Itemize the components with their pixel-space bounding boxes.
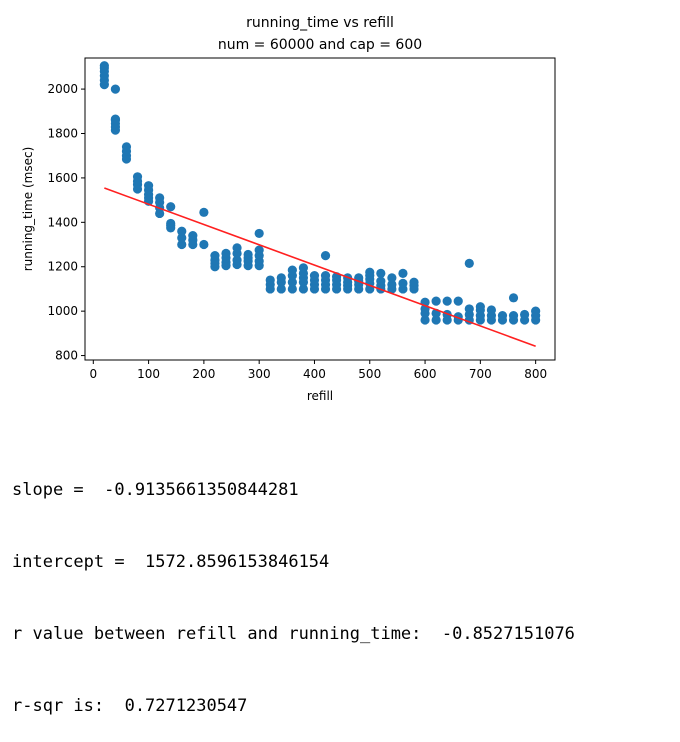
y-tick-label: 1200 bbox=[47, 260, 78, 274]
x-axis-label: refill bbox=[307, 389, 333, 403]
x-tick-label: 800 bbox=[524, 367, 547, 381]
data-point bbox=[376, 268, 386, 278]
data-point bbox=[276, 284, 286, 294]
x-tick-label: 700 bbox=[469, 367, 492, 381]
regression-line bbox=[104, 187, 536, 347]
data-point bbox=[442, 296, 452, 306]
data-point bbox=[320, 271, 331, 281]
data-point bbox=[497, 310, 508, 321]
data-point bbox=[287, 284, 297, 294]
x-tick-label: 200 bbox=[192, 367, 215, 381]
data-point bbox=[110, 114, 121, 124]
y-tick-label: 800 bbox=[55, 349, 78, 363]
data-point bbox=[398, 268, 408, 278]
y-tick-label: 1600 bbox=[47, 171, 78, 185]
data-point bbox=[320, 251, 331, 261]
y-tick-label: 1800 bbox=[47, 127, 78, 141]
data-point bbox=[475, 302, 485, 312]
data-point bbox=[121, 142, 132, 152]
data-point bbox=[155, 193, 165, 203]
data-point bbox=[420, 315, 430, 325]
scatter-chart: running_time vs refill num = 60000 and c… bbox=[21, 15, 556, 403]
data-point bbox=[110, 84, 121, 94]
data-point bbox=[287, 265, 297, 275]
data-point bbox=[398, 278, 408, 288]
data-point bbox=[177, 226, 187, 236]
data-point bbox=[486, 305, 497, 315]
data-point bbox=[177, 239, 187, 250]
data-point bbox=[199, 239, 209, 250]
data-point bbox=[431, 296, 441, 306]
x-tick-label: 400 bbox=[303, 367, 326, 381]
chart-subtitle: num = 60000 and cap = 600 bbox=[218, 37, 422, 53]
x-tick-label: 500 bbox=[358, 367, 381, 381]
data-point bbox=[254, 245, 264, 255]
data-point bbox=[508, 293, 519, 303]
y-tick-label: 2000 bbox=[47, 82, 78, 96]
x-tick-label: 600 bbox=[414, 367, 437, 381]
data-point bbox=[265, 275, 275, 285]
x-tick-label: 100 bbox=[137, 367, 160, 381]
chart-title: running_time vs refill bbox=[246, 15, 394, 31]
data-point bbox=[166, 218, 176, 229]
data-point bbox=[166, 202, 176, 212]
data-point bbox=[199, 207, 209, 217]
data-point bbox=[431, 315, 441, 325]
data-point bbox=[519, 309, 530, 320]
data-point bbox=[365, 267, 375, 277]
data-point bbox=[387, 273, 397, 283]
data-point bbox=[387, 279, 397, 290]
x-axis-ticks: 0 100 200 300 400 500 600 700 800 bbox=[89, 360, 547, 381]
data-point bbox=[464, 304, 474, 314]
data-point bbox=[188, 231, 198, 241]
y-axis-ticks: 800 1000 1200 1400 1600 1800 2000 bbox=[47, 82, 85, 363]
intercept-output-line: intercept = 1572.8596153846154 bbox=[12, 552, 330, 572]
data-point bbox=[464, 258, 474, 269]
data-point bbox=[376, 276, 386, 286]
data-point bbox=[508, 310, 519, 321]
y-tick-label: 1400 bbox=[47, 215, 78, 229]
data-point bbox=[243, 249, 253, 260]
x-tick-label: 300 bbox=[248, 367, 271, 381]
r-squared-output-line: r-sqr is: 0.7271230547 bbox=[12, 696, 248, 716]
data-point bbox=[309, 271, 320, 281]
data-point bbox=[254, 228, 264, 239]
slope-output-line: slope = -0.9135661350844281 bbox=[12, 480, 299, 500]
data-point bbox=[453, 296, 463, 306]
data-point bbox=[99, 61, 109, 71]
data-point bbox=[232, 255, 242, 265]
data-point bbox=[132, 172, 143, 182]
y-tick-label: 1000 bbox=[47, 304, 78, 318]
y-axis-label: running_time (msec) bbox=[21, 147, 35, 272]
data-point bbox=[210, 251, 220, 261]
data-point bbox=[298, 263, 309, 273]
data-point bbox=[232, 243, 242, 253]
points-layer bbox=[99, 61, 541, 325]
data-point bbox=[143, 181, 154, 191]
data-point bbox=[221, 248, 231, 259]
x-tick-label: 0 bbox=[89, 367, 97, 381]
data-point bbox=[409, 277, 419, 287]
output-text-block: slope = -0.9135661350844281 intercept = … bbox=[12, 430, 575, 742]
data-point bbox=[298, 284, 309, 294]
data-point bbox=[531, 306, 541, 316]
data-point bbox=[287, 277, 297, 287]
r-value-output-line: r value between refill and running_time:… bbox=[12, 624, 575, 644]
data-point bbox=[276, 273, 286, 283]
data-point bbox=[177, 233, 187, 243]
